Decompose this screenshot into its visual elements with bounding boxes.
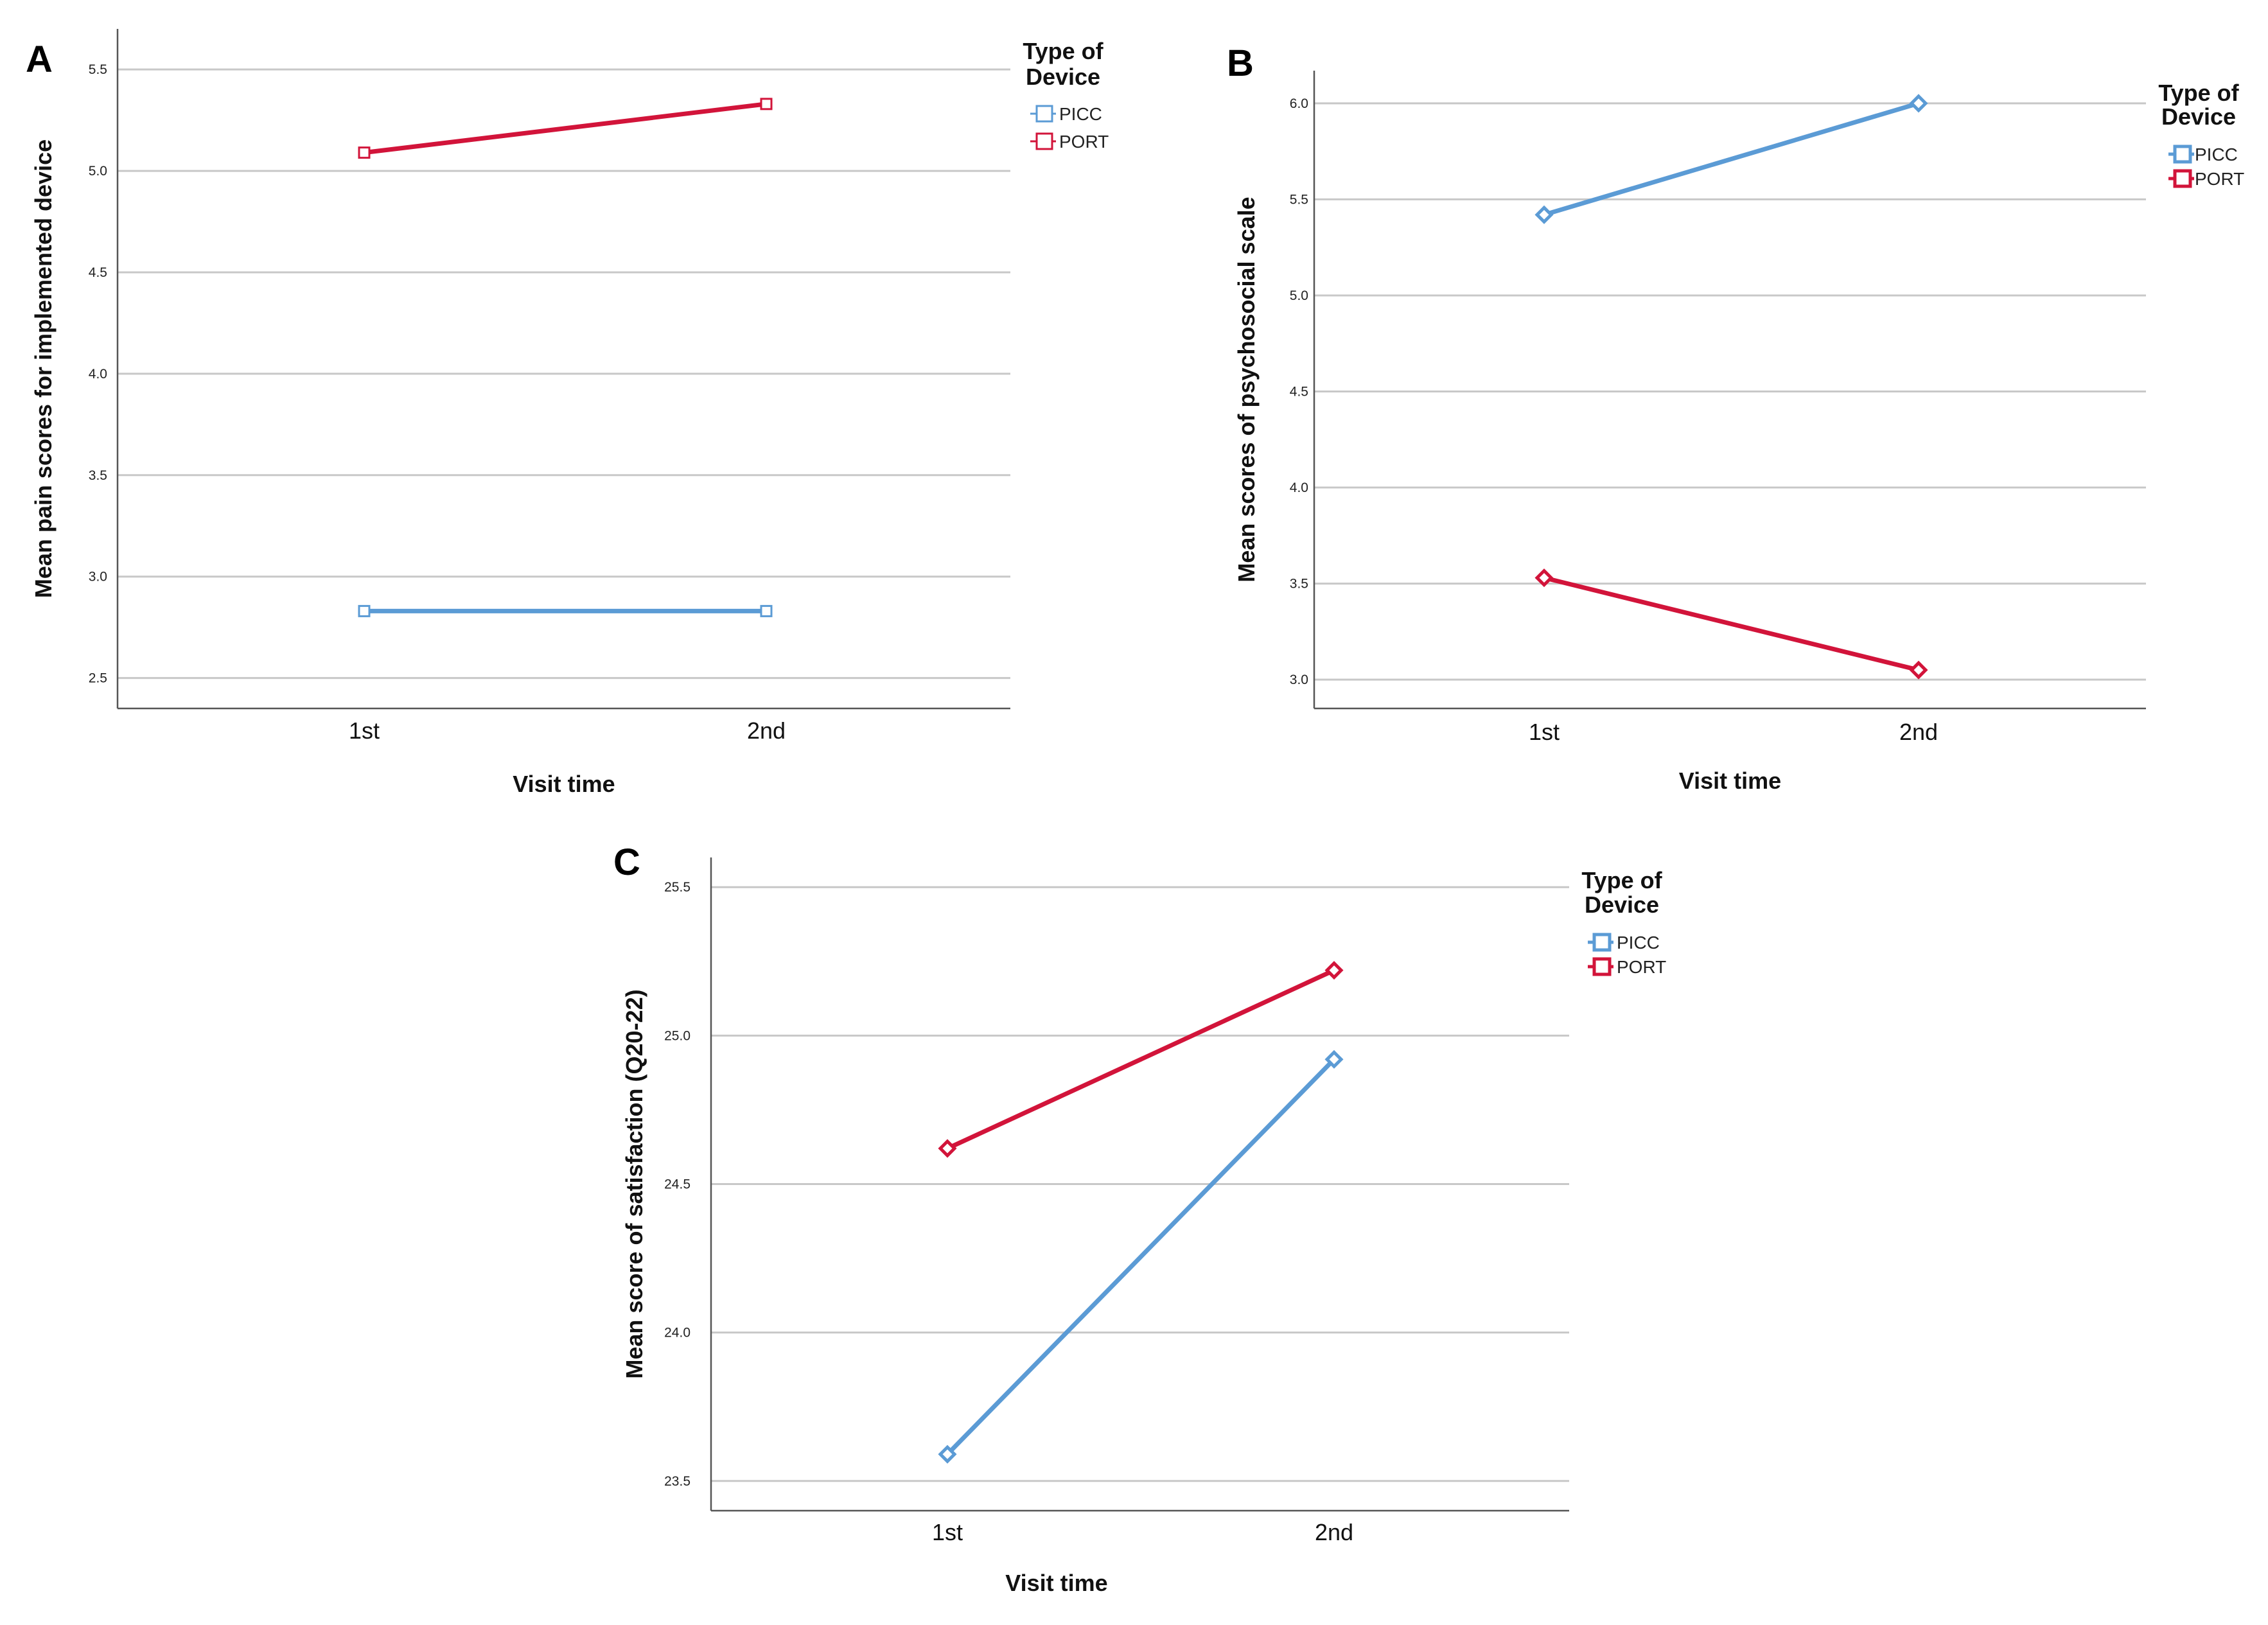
- legend-swatch-picc: [2173, 145, 2192, 164]
- series-line-picc: [945, 1057, 1336, 1456]
- y-tick-label: 6.0: [1290, 96, 1308, 111]
- x-tick-label: 2nd: [1315, 1519, 1353, 1545]
- data-point-picc: [760, 604, 773, 617]
- data-point-picc: [1909, 94, 1928, 113]
- legend-swatch-port: [2173, 169, 2192, 188]
- y-tick-label: 5.0: [89, 164, 107, 179]
- legend-title: Type of: [2158, 80, 2239, 106]
- legend-swatch-picc: [1035, 105, 1053, 123]
- legend-label-picc: PICC: [2195, 145, 2238, 164]
- x-tick-label: 2nd: [1899, 719, 1938, 745]
- legend-title: Type of: [1023, 38, 1103, 64]
- data-point-port: [1909, 660, 1928, 680]
- legend-label-port: PORT: [2195, 169, 2244, 189]
- y-tick-label: 4.0: [1290, 480, 1308, 495]
- y-tick-label: 5.5: [1290, 192, 1308, 207]
- y-tick-label: 24.0: [664, 1326, 690, 1340]
- y-tick-label: 5.5: [89, 62, 107, 77]
- x-tick-label: 2nd: [747, 717, 786, 744]
- y-tick-label: 5.0: [1290, 288, 1308, 303]
- legend-swatch-picc: [1592, 933, 1612, 952]
- panel-label: A: [26, 39, 53, 80]
- series-line-port: [946, 968, 1335, 1151]
- y-axis-title: Mean pain scores for implemented device: [30, 139, 57, 598]
- y-tick-label: 4.5: [89, 265, 107, 280]
- y-tick-label: 23.5: [664, 1474, 690, 1489]
- legend-label-port: PORT: [1059, 132, 1109, 152]
- y-axis-title: Mean scores of psychosocial scale: [1233, 197, 1260, 582]
- y-tick-label: 3.5: [1290, 577, 1308, 592]
- x-tick-label: 1st: [1529, 719, 1560, 745]
- data-point-picc: [1534, 205, 1554, 224]
- data-point-port: [1534, 568, 1554, 588]
- x-tick-label: 1st: [932, 1519, 963, 1545]
- y-axis-title: Mean score of satisfaction (Q20-22): [621, 989, 647, 1378]
- chart-panel-c: C 23.5 24.0 24.5 25.0 25.5 1st 2nd Visit time Mea…: [613, 841, 1666, 1596]
- legend-title: Device: [1026, 64, 1100, 90]
- y-tick-label: 25.0: [664, 1028, 690, 1043]
- x-axis-title: Visit time: [1679, 768, 1781, 794]
- y-tick-label: 4.0: [89, 367, 107, 382]
- legend-title: Type of: [1581, 867, 1662, 893]
- data-point-port: [1324, 961, 1344, 980]
- legend-swatch-port: [1035, 132, 1053, 150]
- legend-label-picc: PICC: [1059, 104, 1102, 124]
- legend-label-picc: PICC: [1617, 933, 1660, 953]
- y-tick-label: 3.5: [89, 468, 107, 483]
- series-line-picc: [1543, 101, 1919, 217]
- x-axis-title: Visit time: [513, 771, 615, 797]
- data-point-picc: [938, 1445, 957, 1464]
- legend-title: Device: [1585, 892, 1659, 918]
- x-tick-label: 1st: [349, 717, 380, 744]
- legend-label-port: PORT: [1617, 957, 1666, 977]
- panel-label: C: [613, 841, 640, 883]
- series-line-port: [1543, 575, 1919, 672]
- data-point-picc: [358, 604, 371, 617]
- legend-title: Device: [2161, 103, 2236, 130]
- data-point-port: [938, 1139, 957, 1158]
- y-tick-label: 4.5: [1290, 384, 1308, 399]
- y-tick-label: 3.0: [89, 570, 107, 584]
- series-line-port: [364, 101, 767, 155]
- y-tick-label: 3.0: [1290, 672, 1308, 687]
- panel-label: B: [1227, 42, 1254, 84]
- legend-swatch-port: [1592, 957, 1612, 976]
- data-point-port: [358, 146, 371, 159]
- y-tick-label: 2.5: [89, 671, 107, 686]
- x-axis-title: Visit time: [1005, 1570, 1107, 1596]
- chart-panel-b: B 3.0 3.5 4.0 4.5 5.0 5.5 6.0 1st 2nd Visit time Me…: [1227, 42, 2244, 794]
- chart-panel-a: A 2.5 3.0 3.5 4.0 4.5 5.0 5.5 1st 2nd Visit time Me…: [26, 29, 1109, 797]
- data-point-picc: [1324, 1050, 1344, 1069]
- data-point-port: [760, 98, 773, 110]
- y-tick-label: 25.5: [664, 880, 690, 895]
- y-tick-label: 24.5: [664, 1177, 690, 1192]
